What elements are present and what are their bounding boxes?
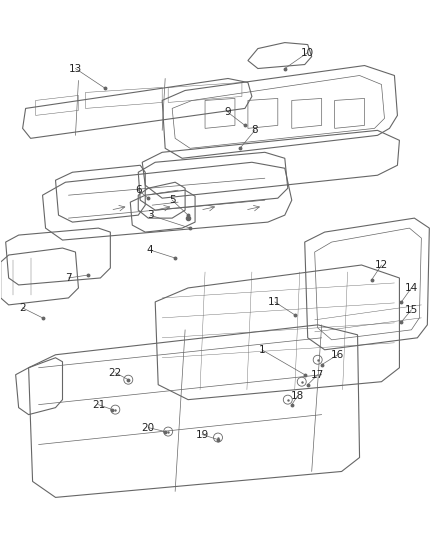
Text: 4: 4 bbox=[147, 245, 154, 255]
Text: 22: 22 bbox=[109, 368, 122, 378]
Text: 5: 5 bbox=[169, 195, 176, 205]
Text: 9: 9 bbox=[225, 108, 231, 117]
Text: 1: 1 bbox=[258, 345, 265, 355]
Text: 2: 2 bbox=[19, 303, 26, 313]
Text: 14: 14 bbox=[405, 283, 418, 293]
Text: 10: 10 bbox=[301, 47, 314, 58]
Text: 19: 19 bbox=[195, 430, 208, 440]
Text: 17: 17 bbox=[311, 370, 324, 379]
Text: 18: 18 bbox=[291, 391, 304, 401]
Text: 12: 12 bbox=[375, 260, 388, 270]
Text: 15: 15 bbox=[405, 305, 418, 315]
Text: 6: 6 bbox=[135, 185, 141, 195]
Text: 16: 16 bbox=[331, 350, 344, 360]
Text: 11: 11 bbox=[268, 297, 282, 307]
Text: 13: 13 bbox=[69, 63, 82, 74]
Text: 20: 20 bbox=[141, 423, 155, 433]
Text: 3: 3 bbox=[147, 210, 154, 220]
Text: 21: 21 bbox=[92, 400, 105, 410]
Text: 8: 8 bbox=[251, 125, 258, 135]
Text: 7: 7 bbox=[65, 273, 72, 283]
